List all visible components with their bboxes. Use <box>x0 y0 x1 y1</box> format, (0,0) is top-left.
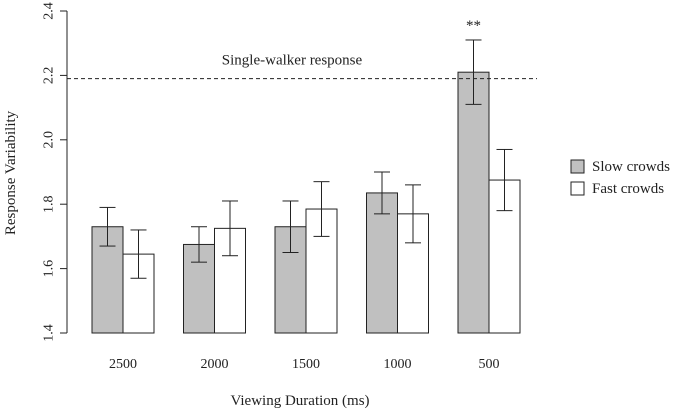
legend: Slow crowds Fast crowds <box>570 159 670 197</box>
reference-line-group: Single-walker response <box>67 53 537 80</box>
y-tick-label: 1.4 <box>42 324 57 342</box>
bar <box>366 192 398 334</box>
y-tick-label: 2.0 <box>42 131 57 149</box>
reference-line-label: Single-walker response <box>222 53 363 69</box>
legend-swatch <box>570 159 585 174</box>
legend-label: Slow crowds <box>592 159 670 175</box>
legend-swatch <box>570 181 585 196</box>
x-tick-label: 1000 <box>384 357 412 372</box>
axes: 1.4 1.6 1.8 2.0 2.2 2.4 <box>42 2 68 342</box>
y-tick-label: 2.4 <box>42 2 57 20</box>
y-tick-label: 1.8 <box>42 195 57 213</box>
x-tick-label: 500 <box>479 357 500 372</box>
y-tick-label: 2.2 <box>42 67 57 85</box>
legend-label: Fast crowds <box>592 181 664 197</box>
x-tick-label: 2000 <box>201 357 229 372</box>
bar <box>457 71 490 334</box>
x-tick-label: 2500 <box>109 357 137 372</box>
x-tick-label: 1500 <box>292 357 320 372</box>
x-axis-title: Viewing Duration (ms) <box>230 393 369 409</box>
y-axis-title: Response Variability <box>3 110 19 235</box>
y-tick-label: 1.6 <box>42 260 57 278</box>
significance-marker: ** <box>466 18 481 34</box>
bars: 2500 2000 1500 1000 500 ** <box>91 18 521 372</box>
